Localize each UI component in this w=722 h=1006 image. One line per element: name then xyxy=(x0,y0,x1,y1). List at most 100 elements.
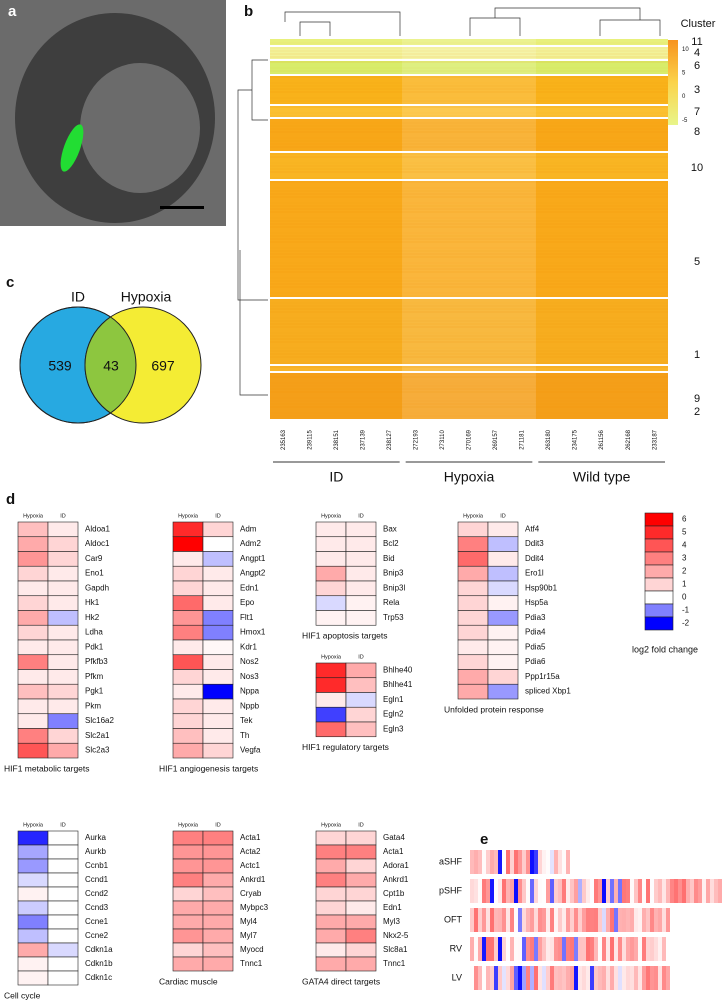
heatmap-cell xyxy=(17,654,49,670)
heatmap-cell xyxy=(172,683,204,700)
stripe xyxy=(598,879,602,903)
sample-label: 272193 xyxy=(414,429,420,450)
stripe xyxy=(470,966,474,990)
colorbar xyxy=(668,40,678,125)
heatmap-cell xyxy=(345,551,377,567)
dendrogram xyxy=(284,7,661,36)
stripe xyxy=(590,966,594,990)
legend-title: log2 fold change xyxy=(632,644,698,654)
heatmap-block xyxy=(270,76,403,104)
heatmap-cell xyxy=(17,683,49,700)
stripe xyxy=(518,937,522,961)
heatmap-cell xyxy=(345,521,377,538)
heatmap-cell xyxy=(487,580,519,597)
heatmap-cell xyxy=(47,900,79,916)
embryo-inner xyxy=(80,63,200,193)
heatmap-cell xyxy=(345,662,377,679)
stripe xyxy=(614,937,618,961)
heatmap-cell xyxy=(47,595,79,611)
stripe xyxy=(542,966,546,990)
legend-label: 4 xyxy=(682,541,687,550)
gene-label: Cryab xyxy=(240,889,262,898)
heatmap-cell xyxy=(202,900,234,916)
stripe xyxy=(546,908,550,932)
cluster-label: 1 xyxy=(694,349,700,361)
heatmap-cell xyxy=(315,830,347,846)
heatmap-cell xyxy=(202,858,234,874)
heatmap-block xyxy=(270,181,403,297)
heatmap-cell xyxy=(202,928,234,944)
heatmap-cell xyxy=(345,942,377,958)
panel-label: b xyxy=(244,3,253,20)
gene-label: Cdkn1c xyxy=(85,973,112,982)
stripe xyxy=(574,937,578,961)
stripe xyxy=(662,908,666,932)
gene-label: Hk2 xyxy=(85,613,100,622)
stripe xyxy=(538,879,542,903)
heatmap-cell xyxy=(172,654,204,670)
heatmap-cell xyxy=(172,942,204,958)
heatmap-cell xyxy=(47,551,79,567)
stripe xyxy=(490,850,494,874)
heatmap-title: HIF1 metabolic targets xyxy=(4,763,90,773)
stripe xyxy=(554,937,558,961)
stripe xyxy=(598,966,602,990)
heatmap-cell xyxy=(202,728,234,744)
heatmap-cell xyxy=(172,521,204,538)
stripe xyxy=(522,937,526,961)
gene-label: Ddit3 xyxy=(525,539,544,548)
heatmap-cell xyxy=(202,713,234,729)
stripe xyxy=(626,966,630,990)
gene-label: Pdia5 xyxy=(525,642,546,651)
gene-label: Ero1l xyxy=(525,569,544,578)
stripe xyxy=(686,879,690,903)
heatmap-block xyxy=(535,373,668,419)
colorbar-tick: 0 xyxy=(682,94,686,100)
stripe xyxy=(646,908,650,932)
stripe xyxy=(638,966,642,990)
group-label: Wild type xyxy=(573,469,631,485)
heatmap-cell xyxy=(202,580,234,597)
stripe xyxy=(654,879,658,903)
stripe xyxy=(650,879,654,903)
gene-label: spliced Xbp1 xyxy=(525,687,571,696)
heatmap-cell xyxy=(172,610,204,626)
heatmap-cell xyxy=(345,610,377,626)
stripe xyxy=(538,937,542,961)
stripe xyxy=(586,908,590,932)
stripe xyxy=(566,879,570,903)
heatmap-cell xyxy=(202,654,234,670)
stripe xyxy=(650,966,654,990)
gene-label: Car9 xyxy=(85,554,103,563)
heatmap-cell xyxy=(172,872,204,888)
heatmap-cell xyxy=(47,830,79,846)
heatmap-cell xyxy=(47,683,79,700)
heatmap-block xyxy=(402,153,536,179)
heatmap-block xyxy=(402,47,536,59)
heatmap-cell xyxy=(457,624,489,641)
stripe xyxy=(570,966,574,990)
stripe xyxy=(566,850,570,874)
stripe xyxy=(526,879,530,903)
heatmap-block xyxy=(535,61,668,74)
stripe xyxy=(502,937,506,961)
stripe xyxy=(618,966,622,990)
heatmap-cell xyxy=(17,942,49,958)
stripe xyxy=(610,879,614,903)
heatmap-block xyxy=(535,47,668,59)
gene-label: Nppa xyxy=(240,687,260,696)
heatmap-cell xyxy=(202,521,234,538)
cluster-label: 8 xyxy=(694,126,700,138)
legend-label: -2 xyxy=(682,619,690,628)
heatmap-cell xyxy=(202,683,234,700)
stripe xyxy=(502,908,506,932)
cluster-label: 9 xyxy=(694,393,700,405)
heatmap-cell xyxy=(47,713,79,729)
gene-label: Bcl2 xyxy=(383,539,399,548)
column-header: Hypoxia xyxy=(178,822,199,828)
heatmap-cell xyxy=(47,610,79,626)
gene-label: Hk1 xyxy=(85,598,100,607)
stripe xyxy=(506,879,510,903)
heatmap-cell xyxy=(315,956,347,972)
heatmap-cell xyxy=(172,914,204,930)
